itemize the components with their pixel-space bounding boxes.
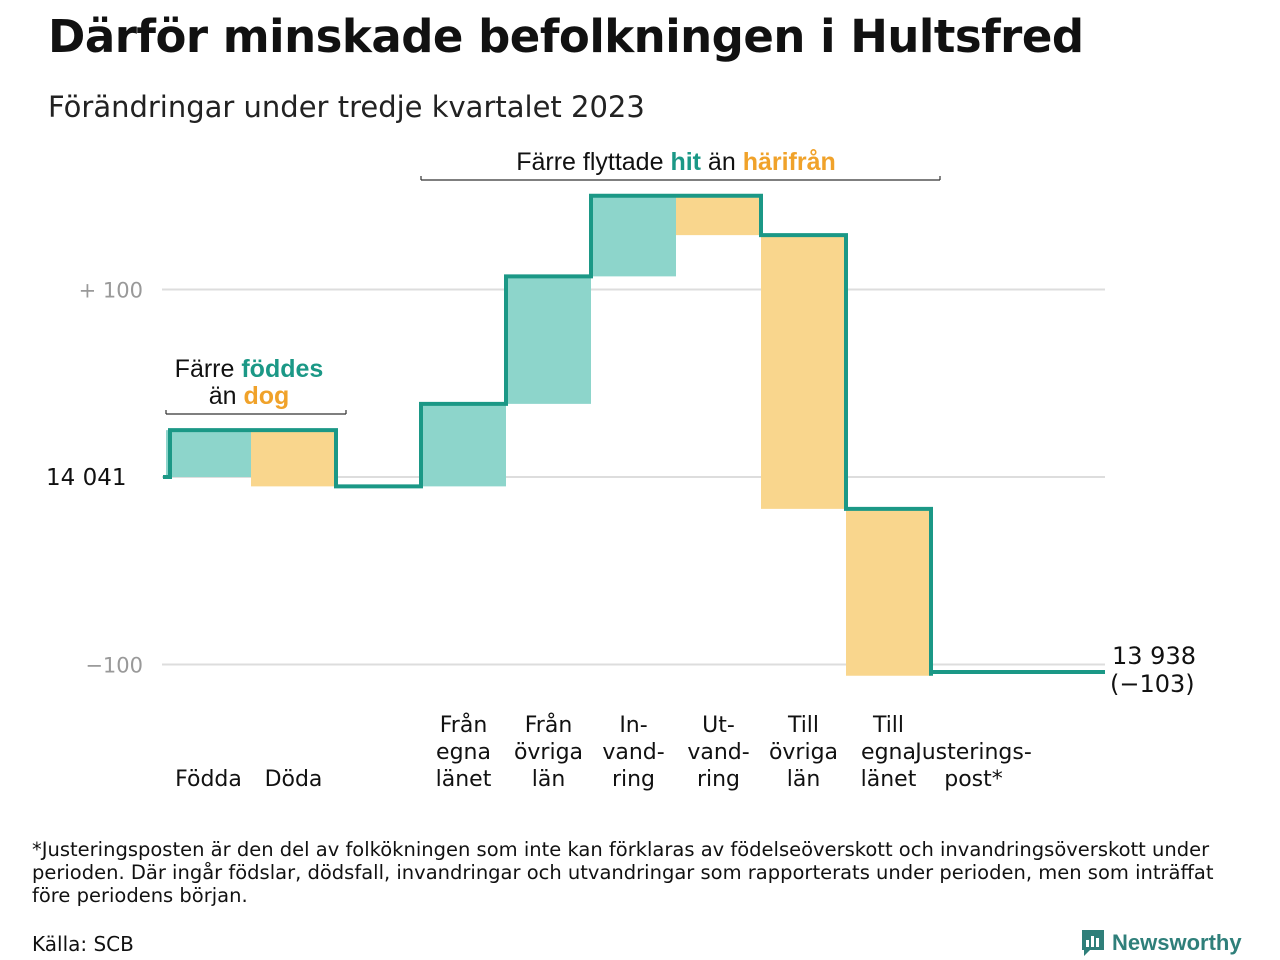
- category-label: egna: [436, 740, 491, 765]
- category-label: övriga: [769, 740, 838, 765]
- category-label: Döda: [265, 767, 323, 792]
- category-label: län: [532, 767, 566, 792]
- category-label: post*: [944, 767, 1003, 792]
- category-label: egna: [861, 740, 916, 765]
- waterfall-bar: [676, 195, 761, 236]
- category-label: vand-: [602, 740, 664, 765]
- annotation-text: Färre föddes: [175, 355, 324, 383]
- running-total-line: [163, 193, 1105, 676]
- brand-name: Newsworthy: [1112, 930, 1242, 955]
- annotation-text-part: Färre flyttade: [516, 148, 670, 176]
- waterfall-bar: [251, 430, 336, 487]
- category-label: län: [787, 767, 821, 792]
- category-label: ring: [697, 767, 740, 792]
- end-value-label: 13 938: [1112, 642, 1196, 670]
- category-label: ring: [612, 767, 655, 792]
- waterfall-bar: [846, 508, 931, 676]
- category-label: Från: [440, 712, 488, 738]
- source-note: Källa: SCB: [32, 932, 134, 956]
- category-label: Till: [787, 713, 819, 738]
- annotation-text-part: dog: [243, 382, 289, 410]
- y-tick-label: + 100: [79, 279, 143, 303]
- annotation-text-part: än: [701, 148, 743, 176]
- waterfall-bar: [761, 235, 846, 509]
- brand-logo: Newsworthy: [1080, 928, 1242, 958]
- y-tick-label: −100: [85, 654, 143, 678]
- category-label: länet: [861, 767, 917, 792]
- annotation-text-part: härifrån: [743, 148, 836, 176]
- waterfall-bar: [591, 195, 676, 277]
- category-label: Ut-: [702, 713, 735, 738]
- newsworthy-logo-icon: [1082, 930, 1104, 956]
- category-label: Från: [525, 712, 573, 738]
- category-label: In-: [619, 713, 647, 738]
- annotation-text-part: föddes: [241, 355, 323, 383]
- annotation-text-part: hit: [670, 148, 701, 176]
- waterfall-bar: [166, 430, 251, 477]
- category-label: övriga: [514, 740, 583, 765]
- chart-subtitle: Förändringar under tredje kvartalet 2023: [48, 90, 645, 124]
- waterfall-bar: [506, 276, 591, 404]
- end-change-label: (−103): [1110, 670, 1195, 698]
- start-value-label: 14 041: [46, 465, 126, 491]
- category-label: Födda: [175, 767, 242, 792]
- annotation-text: än dog: [209, 382, 290, 410]
- annotation-text: Färre flyttade hit än härifrån: [516, 148, 836, 176]
- category-label: Justerings-: [913, 740, 1032, 765]
- annotation-text-part: än: [209, 382, 244, 410]
- footnote: *Justeringsposten är den del av folkökni…: [32, 838, 1214, 907]
- waterfall-bar: [421, 403, 506, 487]
- chart-title: Därför minskade befolkningen i Hultsfred: [48, 10, 1084, 63]
- category-label: länet: [436, 767, 492, 792]
- annotation-text-part: Färre: [175, 355, 242, 383]
- category-label: vand-: [687, 740, 749, 765]
- category-label: Till: [872, 713, 904, 738]
